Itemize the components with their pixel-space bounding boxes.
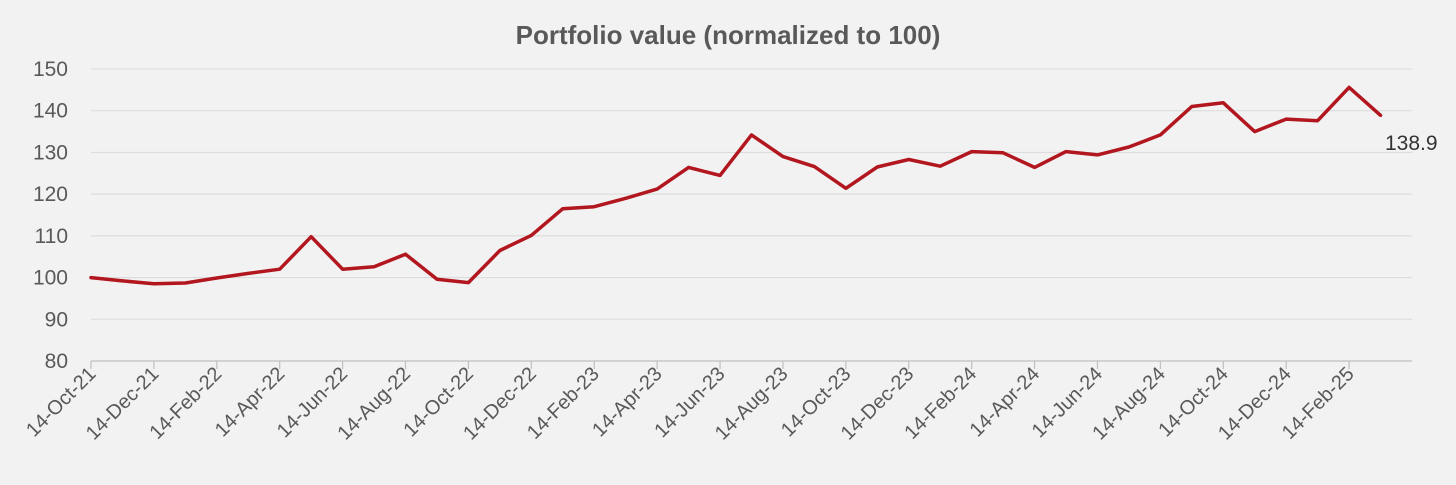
x-axis: 14-Oct-2114-Dec-2114-Feb-2214-Apr-2214-J…: [22, 360, 1412, 445]
y-tick-label: 140: [33, 100, 68, 123]
y-tick-label: 120: [33, 183, 68, 206]
series-line: [89, 85, 1383, 286]
series-line-group: [89, 85, 1383, 286]
y-axis: 80 90 100 110 120 130 140 150: [33, 58, 68, 373]
y-tick-label: 110: [35, 225, 68, 248]
y-tick-label: 130: [33, 141, 68, 164]
end-value-label: 138.9: [1385, 132, 1438, 155]
y-tick-label: 80: [45, 350, 68, 373]
chart-title: Portfolio value (normalized to 100): [516, 20, 941, 50]
y-tick-label: 90: [45, 308, 68, 331]
y-tick-label: 100: [33, 267, 68, 290]
gridlines: [91, 68, 1412, 320]
y-tick-label: 150: [33, 58, 68, 81]
